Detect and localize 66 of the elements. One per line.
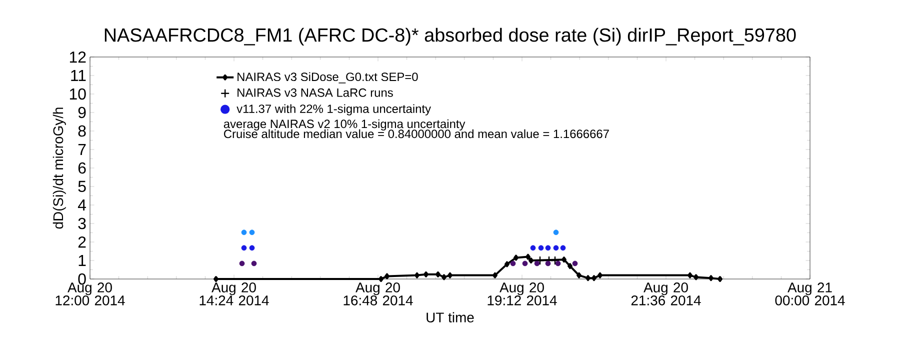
x-axis-title: UT time [426,312,474,322]
y-tick-label: 11 [71,70,86,81]
y-tick-label: 3 [78,218,86,230]
point [378,276,384,282]
point [586,275,590,282]
point [249,230,255,236]
point [239,260,245,266]
x-tick-label: Aug 20 19:12 2014 [488,282,557,306]
point [448,272,452,278]
point [555,260,561,266]
point [708,275,714,282]
point [528,258,534,264]
point [553,230,559,236]
point [424,271,428,278]
point [550,256,560,266]
x-tick-label: Aug 20 16:48 2014 [344,282,413,306]
point [598,272,602,278]
point [414,272,420,278]
point [688,272,693,278]
y-tick-label: 8 [78,125,86,137]
y-tick-label: 7 [78,144,86,155]
y-tick-label: 1 [78,255,86,266]
point [504,261,510,268]
point [572,260,578,266]
legend-label: NAIRAS v3 SiDose_G0.txt SEP=0 [238,72,418,84]
point [241,230,247,236]
point [241,245,247,251]
y-tick-label: 12 [70,51,86,63]
y-tick-label: 2 [78,236,86,248]
point [568,263,572,270]
chart-title: NASAAFRCDC8_FM1 (AFRC DC-8)* absorbed dose rate (Si) dirIP_Report_59780 [104,28,796,46]
point [545,245,551,251]
x-tick-label: Aug 20 14:24 2014 [200,282,269,306]
point [251,260,257,266]
point [562,256,566,263]
point [592,275,596,282]
y-axis-title: dD(Si)/dt microGy/h [52,108,66,229]
point [694,274,699,280]
point [545,260,551,266]
annotation: Cruise altitude median value = 0.84000000 and mean value = 1.1666667 [224,129,609,138]
x-tick-label: Aug 20 12:00 2014 [56,282,125,306]
point [436,271,440,278]
point [553,245,559,251]
y-tick-label: 0 [78,273,86,285]
y-tick-label: 5 [78,180,86,192]
point [522,260,528,266]
legend-label: v11.37 with 22% 1-sigma uncertainty [236,104,432,116]
point [514,254,518,261]
point [442,274,446,280]
point [530,245,536,251]
point [526,254,530,260]
y-tick-label: 4 [78,200,86,210]
legend-label: NAIRAS v3 NASA LaRC runs [238,88,393,97]
point [510,260,516,266]
point [534,260,540,266]
point [576,272,582,278]
point [538,245,544,251]
point [249,245,255,251]
y-tick-label: 10 [70,88,86,100]
point [560,245,566,251]
x-tick-label: Aug 21 00:00 2014 [775,282,845,306]
point [384,273,390,280]
y-tick-label: 9 [78,106,86,118]
point [492,272,498,278]
x-tick-label: Aug 20 21:36 2014 [631,282,701,306]
y-tick-label: 6 [78,162,86,174]
